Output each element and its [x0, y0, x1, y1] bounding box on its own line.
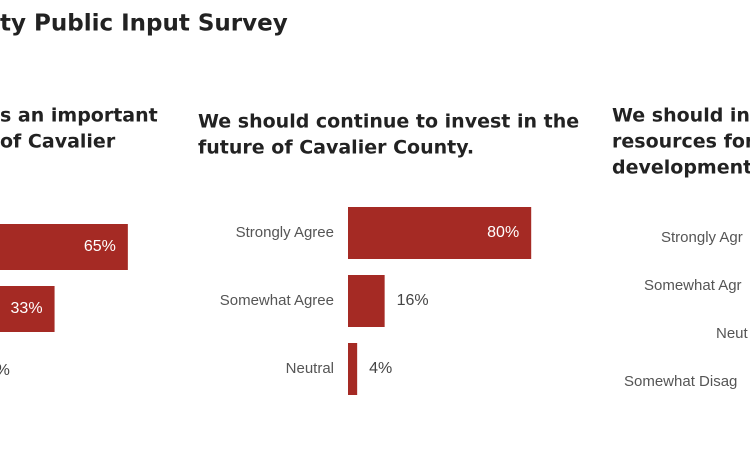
category-label: Somewhat Agr — [644, 277, 742, 294]
chart-title: resources for — [612, 131, 750, 153]
category-label: Somewhat Agree — [220, 292, 334, 309]
value-label: 4% — [369, 360, 392, 377]
category-label: Strongly Agr — [661, 229, 743, 246]
page-title: ty Public Input Survey — [0, 11, 288, 37]
bar — [0, 224, 128, 270]
chart-title: We should inc — [612, 105, 750, 127]
chart-title: s an important — [0, 105, 158, 127]
bar — [348, 275, 385, 327]
value-label: 33% — [11, 300, 43, 317]
chart-title: We should continue to invest in the — [198, 111, 579, 133]
category-label: Somewhat Disag — [624, 373, 737, 390]
value-label: 16% — [397, 292, 429, 309]
category-label: Neut — [716, 325, 749, 342]
bar — [348, 343, 358, 395]
category-label: Neutral — [286, 360, 334, 377]
value-label: 80% — [487, 224, 519, 241]
bar — [0, 286, 55, 332]
chart-title: development — [612, 157, 750, 179]
value-label: 65% — [84, 238, 116, 255]
bar — [348, 207, 532, 259]
value-label: % — [0, 362, 10, 379]
category-label: Strongly Agree — [236, 224, 334, 241]
chart-title: future of Cavalier County. — [198, 137, 474, 159]
chart-title: of Cavalier — [0, 131, 116, 153]
